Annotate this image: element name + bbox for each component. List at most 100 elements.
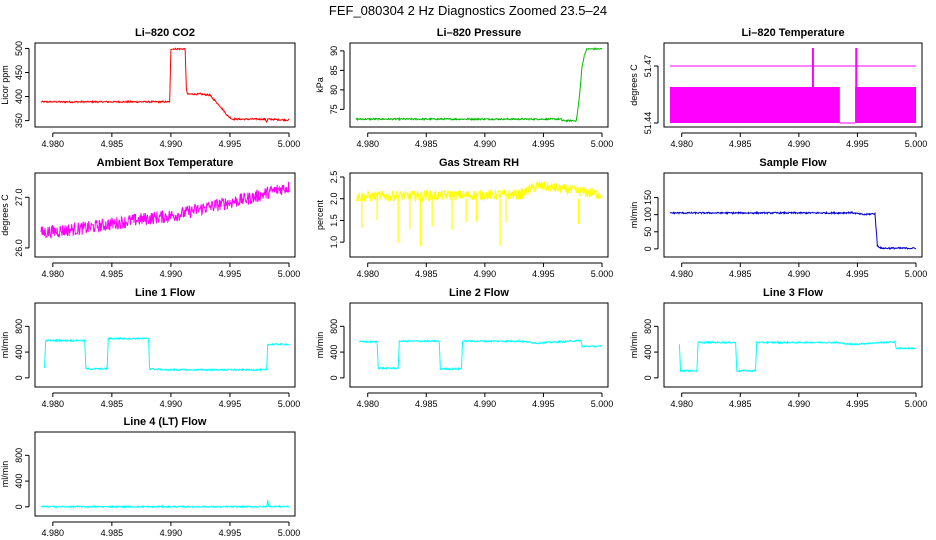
y-axis-label: Licor ppm: [0, 65, 10, 105]
y-tick-label: 800: [643, 319, 653, 334]
x-tick-label: 4.990: [788, 139, 811, 149]
chart-title: Li–820 Pressure: [437, 27, 521, 39]
y-axis-label: degrees C: [629, 64, 639, 106]
chart-title: Line 4 (LT) Flow: [124, 416, 207, 428]
x-tick-label: 4.980: [670, 269, 693, 279]
y-tick-label: 500: [14, 41, 24, 56]
x-tick-label: 4.985: [101, 269, 124, 279]
chart-title: Line 2 Flow: [449, 287, 509, 299]
x-tick-label: 4.985: [729, 139, 752, 149]
x-tick-label: 4.990: [474, 139, 497, 149]
plot-frame: [349, 172, 609, 258]
y-tick-label: 800: [329, 319, 339, 334]
y-tick-label: 0: [643, 246, 653, 251]
y-tick-label: 51.47: [643, 55, 653, 78]
temperature-band: [855, 87, 916, 123]
y-tick-label: 350: [14, 113, 24, 128]
chart-panel: Line 3 Flow 4.980 4.985 4.990 4.995 5.000 0 400…: [629, 287, 927, 409]
x-tick-label: 4.995: [846, 399, 869, 409]
x-tick-label: 5.000: [278, 139, 301, 149]
series-line: [359, 339, 603, 372]
y-tick-label: 90: [329, 46, 339, 56]
x-tick-label: 4.995: [219, 139, 242, 149]
y-tick-label: 2.0: [329, 192, 339, 205]
x-tick-label: 4.980: [42, 139, 65, 149]
y-axis-label: ml/min: [0, 461, 10, 488]
x-tick-label: 4.985: [415, 139, 438, 149]
y-tick-label: 85: [329, 65, 339, 75]
y-axis-label: ml/min: [629, 332, 639, 359]
x-tick-label: 4.990: [160, 399, 183, 409]
x-tick-label: 4.985: [415, 399, 438, 409]
series-line: [40, 499, 290, 509]
x-tick-label: 4.985: [415, 269, 438, 279]
plot-frame: [663, 172, 923, 258]
y-tick-label: 50: [643, 227, 653, 237]
y-tick-label: 400: [14, 345, 24, 360]
x-tick-label: 5.000: [905, 269, 928, 279]
y-tick-label: 0: [643, 375, 653, 380]
x-tick-label: 4.980: [42, 528, 65, 538]
chart-panel: Line 4 (LT) Flow 4.980 4.985 4.990 4.995 5.00…: [0, 416, 300, 538]
x-tick-label: 4.980: [42, 269, 65, 279]
series-line: [44, 336, 290, 372]
x-tick-label: 5.000: [591, 139, 614, 149]
chart-panel: Gas Stream RH 4.980 4.985 4.990 4.995 5.000 1.…: [315, 157, 613, 279]
y-tick-label: 100: [643, 207, 653, 222]
y-tick-label: 1.5: [329, 214, 339, 227]
x-tick-label: 4.995: [846, 139, 869, 149]
x-tick-label: 4.980: [670, 139, 693, 149]
x-tick-label: 4.985: [729, 269, 752, 279]
x-tick-label: 4.980: [356, 139, 379, 149]
plot-frame: [34, 42, 296, 128]
y-tick-label: 51.44: [643, 112, 653, 135]
x-tick-label: 5.000: [591, 399, 614, 409]
x-tick-label: 5.000: [278, 528, 301, 538]
x-tick-label: 4.995: [219, 528, 242, 538]
chart-panel: Li–820 Temperature 4.980 4.985 4.990 4.995 5.…: [629, 27, 927, 149]
y-tick-label: 400: [643, 345, 653, 360]
x-tick-label: 4.990: [788, 399, 811, 409]
x-tick-label: 4.980: [356, 399, 379, 409]
chart-panel: Line 1 Flow 4.980 4.985 4.990 4.995 5.000 0 400…: [0, 287, 300, 409]
chart-panel: Sample Flow 4.980 4.985 4.990 4.995 5.000 0 50 1…: [629, 157, 927, 279]
chart-title: Li–820 CO2: [135, 27, 195, 39]
series-line: [355, 47, 603, 123]
chart-panel: Line 2 Flow 4.980 4.985 4.990 4.995 5.000 0 400…: [315, 287, 613, 409]
y-tick-label: 80: [329, 85, 339, 95]
y-tick-label: 450: [14, 65, 24, 80]
y-tick-label: 150: [643, 190, 653, 205]
y-tick-label: 400: [329, 345, 339, 360]
y-tick-label: 26.0: [14, 239, 24, 257]
x-tick-label: 4.980: [670, 399, 693, 409]
x-tick-label: 4.985: [101, 528, 124, 538]
plot-frame: [663, 302, 923, 388]
y-tick-label: 27.0: [14, 189, 24, 207]
plot-frame: [34, 431, 296, 517]
x-tick-label: 4.990: [474, 399, 497, 409]
x-tick-label: 4.995: [532, 139, 555, 149]
y-axis-label: ml/min: [0, 332, 10, 359]
chart-panel: Li–820 Pressure 4.980 4.985 4.990 4.995 5.000…: [315, 27, 613, 149]
y-axis-label: kPa: [315, 77, 325, 93]
y-tick-label: 400: [14, 474, 24, 489]
series-line: [669, 210, 916, 250]
y-tick-label: 800: [14, 448, 24, 463]
chart-title: Sample Flow: [759, 157, 827, 169]
series-line: [355, 181, 603, 203]
plot-frame: [349, 302, 609, 388]
plot-frame: [663, 42, 923, 128]
y-tick-label: 0: [14, 504, 24, 509]
y-axis-label: ml/min: [315, 332, 325, 359]
x-tick-label: 4.995: [532, 269, 555, 279]
x-tick-label: 4.990: [160, 139, 183, 149]
x-tick-label: 4.980: [42, 399, 65, 409]
y-axis-label: degrees C: [0, 194, 10, 236]
x-tick-label: 4.985: [729, 399, 752, 409]
x-tick-label: 5.000: [905, 139, 928, 149]
x-tick-label: 4.995: [219, 269, 242, 279]
x-tick-label: 5.000: [591, 269, 614, 279]
y-tick-label: 0: [329, 375, 339, 380]
x-tick-label: 4.985: [101, 139, 124, 149]
x-tick-label: 4.995: [219, 399, 242, 409]
